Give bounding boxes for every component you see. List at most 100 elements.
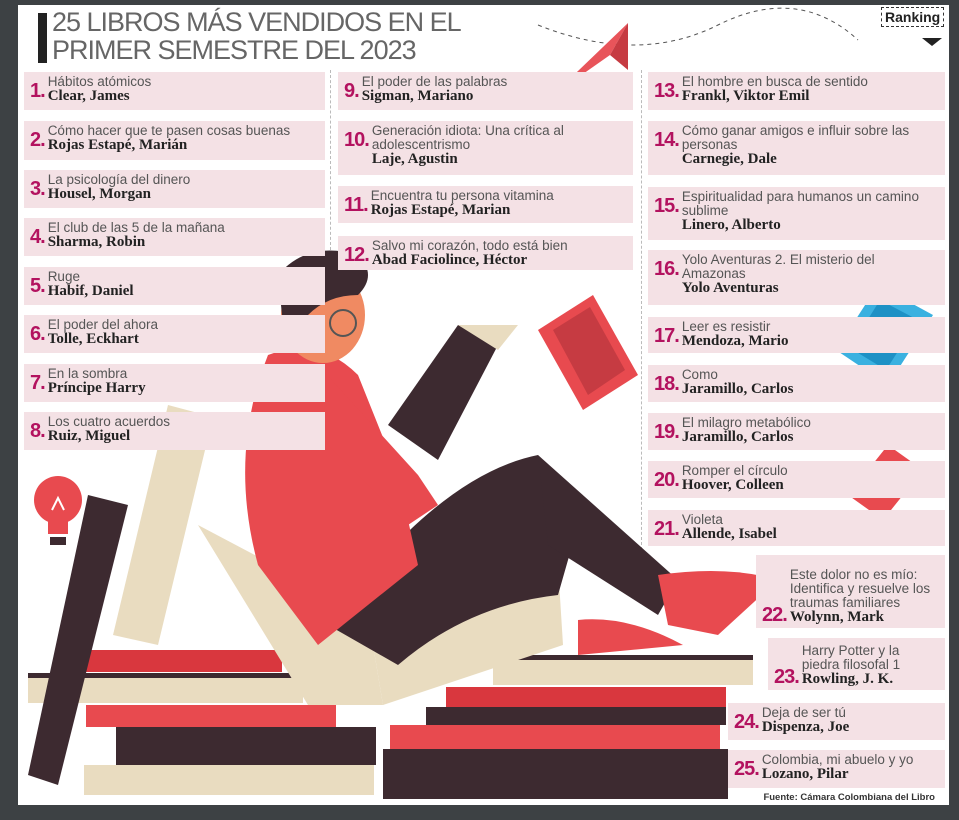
lightbulb-icon [34, 476, 82, 545]
book-title: El poder del ahora [47, 317, 159, 332]
book-info: El milagro metabólico Jaramillo, Carlos [682, 416, 811, 445]
rank-number: 16. [654, 258, 680, 280]
book-info: Cómo hacer que te pasen cosas buenas Roja… [48, 124, 290, 153]
list-item: 6. El poder del ahora Tolle, Eckhart [24, 315, 325, 353]
book-info: El poder del ahora Tolle, Eckhart [48, 318, 158, 347]
book-author: Housel, Morgan [47, 186, 152, 202]
ranking-badge: Ranking [881, 7, 945, 27]
rank-number: 12. [344, 244, 370, 266]
list-item: 18. Como Jaramillo, Carlos [648, 365, 945, 402]
book-info: El club de las 5 de la mañana Sharma, Rob… [48, 221, 225, 250]
book-author: Wolynn, Mark [789, 609, 884, 625]
list-item: 7. En la sombra Príncipe Harry [24, 364, 325, 402]
book-info: Hábitos atómicos Clear, James [48, 75, 152, 104]
title-accent-bar [38, 13, 47, 63]
title-line-2: PRIMER SEMESTRE DEL 2023 [52, 35, 417, 65]
book-info: Deja de ser tú Dispenza, Joe [762, 706, 850, 735]
list-item: 3. La psicología del dinero Housel, Morga… [24, 170, 325, 208]
rank-number: 24. [734, 711, 760, 733]
book-author: Rowling, J. K. [801, 671, 894, 687]
book-author: Yolo Aventuras [681, 280, 779, 296]
list-item: 20. Romper el círculo Hoover, Colleen [648, 461, 945, 498]
list-item: 16. Yolo Aventuras 2. El misterio del Am… [648, 250, 945, 305]
book-author: Allende, Isabel [681, 526, 777, 542]
book-info: Como Jaramillo, Carlos [682, 368, 794, 397]
rank-number: 13. [654, 80, 680, 102]
list-item: 11. Encuentra tu persona vitamina Rojas E… [338, 186, 633, 223]
book-author: Tolle, Eckhart [47, 331, 139, 347]
book-author: Dispenza, Joe [761, 719, 850, 735]
book-author: Abad Faciolince, Héctor [371, 252, 528, 268]
rank-number: 2. [30, 129, 46, 151]
list-item: 9. El poder de las palabras Sigman, Maria… [338, 72, 633, 110]
book-title: Colombia, mi abuelo y yo [761, 752, 914, 767]
book-info: En la sombra Príncipe Harry [48, 367, 146, 396]
book-info: Generación idiota: Una crítica al adoles… [372, 124, 627, 167]
book-title: Encuentra tu persona vitamina [370, 188, 554, 203]
book-title: Hábitos atómicos [47, 74, 152, 89]
book-info: Los cuatro acuerdos Ruiz, Miguel [48, 415, 170, 444]
rank-number: 23. [774, 666, 800, 688]
book-info: El poder de las palabras Sigman, Mariano [362, 75, 508, 104]
book-author: Mendoza, Mario [681, 333, 789, 349]
rank-number: 3. [30, 178, 46, 200]
book-info: Salvo mi corazón, todo está bien Abad Fac… [372, 239, 568, 268]
list-item: 17. Leer es resistir Mendoza, Mario [648, 317, 945, 353]
book-title: Leer es resistir [681, 319, 771, 334]
rank-number: 20. [654, 469, 680, 491]
list-item: 25. Colombia, mi abuelo y yo Lozano, Pila… [728, 750, 945, 788]
infographic: 25 LIBROS MÁS VENDIDOS EN EL PRIMER SEME… [18, 5, 949, 805]
rank-number: 19. [654, 421, 680, 443]
book-title: El hombre en busca de sentido [681, 74, 868, 89]
book-title: Yolo Aventuras 2. El misterio del Amazon… [681, 252, 875, 281]
book-author: Carnegie, Dale [681, 151, 777, 167]
rank-number: 6. [30, 323, 46, 345]
list-item: 1. Hábitos atómicos Clear, James [24, 72, 325, 110]
book-info: Yolo Aventuras 2. El misterio del Amazon… [682, 253, 939, 296]
dashed-flight-path [537, 7, 859, 46]
list-item: 13. El hombre en busca de sentido Frankl,… [648, 72, 945, 110]
book-author: Jaramillo, Carlos [681, 381, 794, 397]
book-title: Romper el círculo [681, 463, 788, 478]
book-title: Cómo hacer que te pasen cosas buenas [47, 123, 291, 138]
book-info: Encuentra tu persona vitamina Rojas Estap… [371, 189, 554, 218]
list-item: 10. Generación idiota: Una crítica al ad… [338, 121, 633, 175]
list-item: 24. Deja de ser tú Dispenza, Joe [728, 703, 945, 740]
held-book [388, 325, 518, 460]
book-title: Deja de ser tú [761, 705, 846, 720]
book-title: Harry Potter y la piedra filosofal 1 [801, 643, 901, 672]
book-title: Espiritualidad para humanos un camino su… [681, 189, 919, 218]
list-item: 12. Salvo mi corazón, todo está bien Abad… [338, 236, 633, 270]
book-info: Cómo ganar amigos e influir sobre las pe… [682, 124, 939, 167]
rank-number: 8. [30, 420, 46, 442]
rank-number: 22. [762, 604, 788, 626]
rank-number: 25. [734, 758, 760, 780]
book-title: Como [681, 367, 718, 382]
rank-number: 17. [654, 325, 680, 347]
rank-number: 5. [30, 275, 46, 297]
book-info: Violeta Allende, Isabel [682, 513, 777, 542]
reading-person [245, 250, 778, 665]
book-author: Sharma, Robin [47, 234, 146, 250]
book-info: El hombre en busca de sentido Frankl, Vik… [682, 75, 868, 104]
list-item: 4. El club de las 5 de la mañana Sharma, … [24, 218, 325, 256]
book-title: Violeta [681, 512, 723, 527]
book-info: Harry Potter y la piedra filosofal 1 Rowl… [802, 644, 939, 687]
rank-number: 11. [344, 194, 369, 216]
rank-number: 9. [344, 80, 360, 102]
book-author: Laje, Agustin [371, 151, 458, 167]
book-author: Sigman, Mariano [361, 88, 474, 104]
book-stack-left [28, 405, 376, 795]
rank-number: 15. [654, 195, 680, 217]
book-author: Lozano, Pilar [761, 766, 849, 782]
list-item: 2. Cómo hacer que te pasen cosas buenas R… [24, 121, 325, 160]
list-item: 21. Violeta Allende, Isabel [648, 510, 945, 546]
list-item: 5. Ruge Habif, Daniel [24, 267, 325, 305]
book-author: Frankl, Viktor Emil [681, 88, 810, 104]
book-title: El club de las 5 de la mañana [47, 220, 225, 235]
book-info: Colombia, mi abuelo y yo Lozano, Pilar [762, 753, 914, 782]
book-info: Este dolor no es mío: Identifica y resue… [790, 568, 939, 625]
book-title: Cómo ganar amigos e influir sobre las pe… [681, 123, 910, 152]
title-line-1: 25 LIBROS MÁS VENDIDOS EN EL [52, 7, 462, 37]
book-info: Romper el círculo Hoover, Colleen [682, 464, 788, 493]
